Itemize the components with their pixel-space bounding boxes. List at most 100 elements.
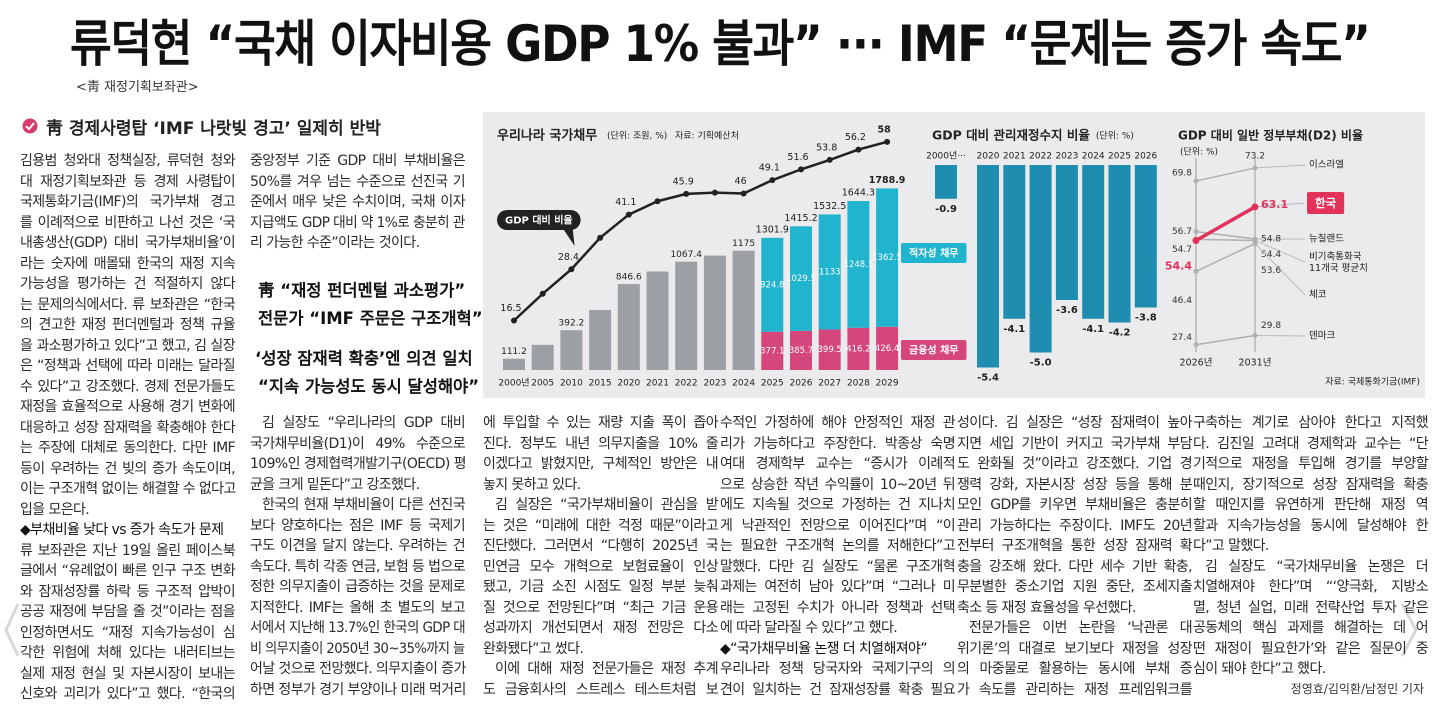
article-line: 국제통화기금(IMF)의 국가부채 경고 [20, 194, 236, 210]
data-label: -3.8 [1135, 313, 1157, 324]
article-line: 109%인 경제협력개발기구(OECD) 평 [250, 456, 466, 472]
article-line: 대 재정기획보좌관 등 경제 사령탑이 [20, 173, 236, 190]
x-tick-label: 2024 [732, 379, 755, 389]
article-line: 진단했다. 그러면서 “다행히 2025년 국 [483, 538, 719, 554]
line-point [711, 189, 718, 196]
bar [560, 330, 583, 370]
bar [761, 237, 784, 332]
article-line: 지급액도 GDP 대비 약 1%로 충분히 관 [250, 214, 465, 231]
article-line: 할과 지속가능성을 동시에 달성해야 한 [1193, 517, 1429, 534]
article-line: 쟁력 강화, 자본시장 성장 등을 통해 분 [957, 476, 1193, 493]
total-label: 1532.5 [813, 201, 846, 212]
x-tick-label: 2021 [1003, 152, 1026, 162]
bar [1003, 165, 1026, 319]
article-line: 성과까지 개선되면서 재정 전망은 다소 [483, 620, 719, 636]
article-line: 을 과소평가하고 있다”고 했고, 김 실장 [20, 337, 236, 354]
chart-title: GDP 대비 관리재정수지 비율 [932, 128, 1090, 143]
article-line: 심이 돼야 한다”고 했다. [1193, 661, 1326, 677]
article-line: 는 문제의식에서다. 류 보좌관은 “한국 [20, 296, 236, 313]
article-line: 구도 이견을 달지 않는다. 우려하는 건 [250, 538, 466, 554]
article-line: 라는 숫자에 매몰돼 한국의 재정 지속 [20, 255, 236, 272]
data-label: 41.1 [615, 197, 636, 208]
x-tick-label: 2026 [790, 379, 813, 389]
article-line: 과제는 여전히 남아 있다”며 “그러나 미 [720, 579, 956, 595]
line-point [826, 156, 833, 163]
kicker-line: ‘성장 잠재력 확충’엔 의견 일치 [255, 349, 473, 368]
line-point [798, 166, 804, 173]
data-label: -5.4 [977, 373, 999, 384]
article-line: 할 때인지를 유연하게 판단해 재정 역 [1193, 497, 1429, 513]
article-line: 여대 경제학부 교수는 “증시가 이례적 [720, 456, 956, 472]
article-line: 와 잠재성장률 하락 등 구조적 압박이 [20, 583, 236, 600]
photo-caption: <靑 재정기획보좌관> [76, 80, 199, 95]
article-line: 리가 가능하다고 주장한다. 박종상 숙명 [720, 435, 956, 452]
x-tick-label: 2021 [646, 379, 669, 389]
x-tick-label: 2020 [977, 152, 1000, 162]
bar [818, 214, 841, 330]
slope-point [1193, 268, 1199, 274]
article-line: 이겠다고 밝혔지만, 구체적인 방안은 내 [483, 456, 719, 472]
bar [876, 326, 899, 370]
bar [732, 250, 755, 370]
segment-label: 1362.5 [872, 253, 902, 263]
legend-label: GDP 대비 비율 [505, 214, 573, 227]
article-line: 구축하는 계기로 삼아야 한다고 지적했 [1193, 415, 1429, 431]
article-line: 수적인 가정하에 해야 안정적인 재정 관 [720, 415, 956, 431]
x-tick-label: 2027 [818, 379, 841, 389]
x-tick-label: 2026 [1134, 152, 1157, 162]
bar [1029, 165, 1052, 353]
article-line: 말했다. 다만 김 실장도 “물론 구조개혁 [720, 558, 956, 575]
article-column: 구축하는 계기로 삼아야 한다고 지적했 다. 김진일 고려대 경제학과 교수는 … [1193, 413, 1429, 680]
subheadline-text: 靑 경제사령탑 ‘IMF 나랏빚 경고’ 일제히 반박 [46, 118, 381, 139]
x-tick-label: 2026년 [1180, 358, 1213, 369]
data-label: 53.6 [1261, 266, 1281, 276]
article-line: 에 투입할 수 있는 재량 지출 폭이 좁아 [483, 415, 719, 431]
prev-arrow[interactable] [2, 600, 22, 660]
x-tick-label: 2005 [531, 379, 554, 389]
data-label: 53.8 [816, 142, 837, 153]
article-line: 위기론’의 대결로 보기보다 재정을 성장 [957, 640, 1193, 657]
x-tick-label: 2010 [560, 379, 583, 389]
article-line: 는 주장에 대체로 동의한다. 다만 IMF [20, 440, 236, 456]
chart-title: 우리나라 국가채무 [497, 128, 597, 144]
article-column: 에 투입할 수 있는 재량 지출 폭이 좁아 진다. 정부도 내년 의무지출을 1… [483, 413, 719, 700]
bar [761, 331, 784, 370]
data-label: 56.7 [1172, 227, 1192, 237]
article-line: 글에서 “유례없이 빠른 인구 구조 변화 [20, 563, 236, 579]
next-arrow[interactable] [1398, 600, 1422, 660]
article-line: 정한 의무지출이 급증하는 것을 문제로 [250, 579, 466, 595]
slope-line [1195, 167, 1256, 182]
article-line: 공동체의 핵심 과제를 해결하는 데 어 [1193, 620, 1429, 636]
line-point [884, 138, 891, 145]
article-line: 지면 세입 기반이 커지고 국가부채 부담 [957, 435, 1193, 452]
leader-line [1254, 240, 1306, 263]
segment-label: 385.7 [789, 346, 813, 356]
total-label: 1415.2 [784, 213, 817, 224]
slope-line [1195, 238, 1256, 242]
article-line: 보다 양호하다는 점은 IMF 등 국제기 [250, 517, 466, 534]
data-label: 1067.4 [670, 250, 702, 260]
article-line: 다”고 말했다. [1193, 538, 1269, 554]
line-point [654, 198, 661, 205]
article-line: 한국의 현재 부채비율이 다른 선진국 [262, 497, 466, 513]
bar [1108, 165, 1131, 323]
article-line: 도 금융회사의 스트레스 테스트처럼 보 [483, 681, 719, 698]
slope-point [1193, 342, 1199, 348]
x-tick-label: 2022 [675, 379, 698, 389]
leader-line [1254, 164, 1306, 169]
slope-point [1251, 203, 1259, 211]
article-line: 김 실장도 “국가채무비율 논쟁은 더 [1205, 558, 1429, 575]
article-line: 완화됐다”고 썼다. [483, 640, 584, 657]
segment-label: 399.5 [818, 345, 842, 355]
article-column: 중앙정부 기준 GDP 대비 부채비율은 50%를 겨우 넘는 수준으로 선진국 … [250, 151, 466, 254]
data-label: -3.6 [1056, 305, 1078, 316]
article-line: 질 것으로 전망된다”며 “최근 기금 운용 [483, 599, 719, 616]
kicker-line: 전문가 “IMF 주문은 구조개혁” [258, 309, 483, 328]
article-line: 전문가들은 이번 논란을 ‘낙관론 대 [969, 620, 1193, 636]
bar [1134, 165, 1157, 308]
series-name: 이스라엘 [1309, 160, 1344, 171]
line-point [683, 190, 690, 197]
leader-line [1254, 202, 1306, 208]
x-tick-label: 2025 [761, 379, 784, 389]
